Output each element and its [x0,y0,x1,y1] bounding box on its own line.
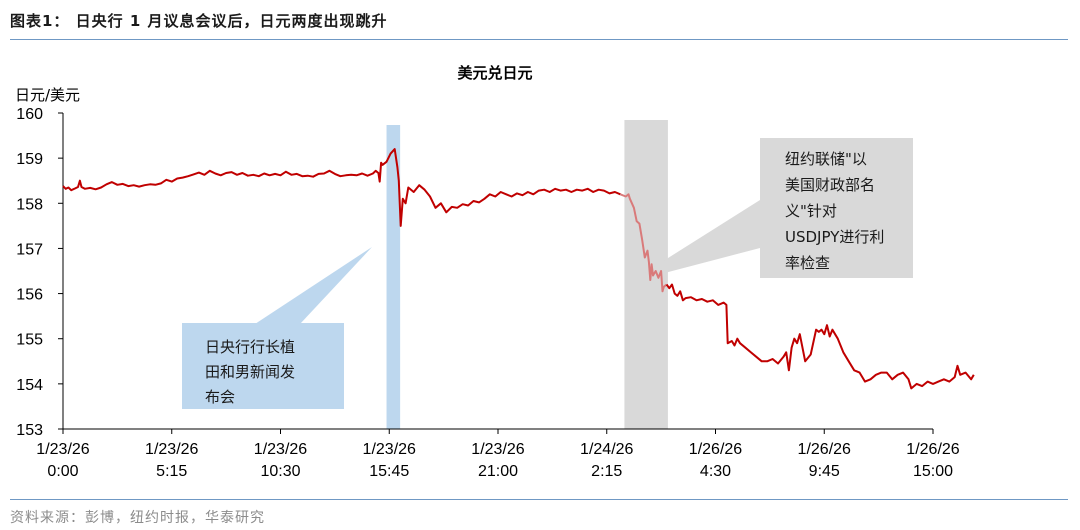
x-tick-date: 1/23/26 [363,441,416,458]
annotation-fed-line: 美国财政部名 [785,176,875,194]
x-tick-date: 1/26/26 [906,441,959,458]
y-tick-label: 154 [16,377,43,394]
callout-box-fed [760,138,913,278]
y-tick-label: 153 [16,422,43,439]
source-rule [10,499,1068,500]
x-tick-time: 4:30 [700,463,731,480]
x-tick-time: 2:15 [591,463,622,480]
title-rule [10,39,1068,40]
y-tick-label: 158 [16,196,43,213]
x-tick-date: 1/23/26 [36,441,89,458]
x-tick-time: 5:15 [156,463,187,480]
x-tick-date: 1/23/26 [254,441,307,458]
annotation-fed-line: 率检查 [785,254,830,272]
y-axis-label: 日元/美元 [15,86,80,104]
annotation-boj-line: 田和男新闻发 [205,363,295,381]
annotation-fed-line: 义"针对 [785,202,837,220]
x-tick-date: 1/26/26 [798,441,851,458]
usdjpy-series-line [619,193,668,293]
plot-area [62,148,975,390]
callout-pointer-fed [630,200,760,282]
annotation-fed-line: USDJPY进行利 [785,228,884,246]
x-tick-time: 21:00 [478,463,518,480]
x-tick-date: 1/26/26 [689,441,742,458]
y-tick-label: 159 [16,151,43,168]
y-tick-label: 156 [16,287,43,304]
annotation-boj-line: 布会 [205,388,235,406]
highlight-band-blue [386,125,401,429]
source-note: 资料来源：彭博，纽约时报，华泰研究 [10,510,265,526]
y-tick-label: 157 [16,241,43,258]
x-tick-date: 1/23/26 [471,441,524,458]
usdjpy-series-line [665,283,975,390]
callout-box-boj [182,323,344,409]
highlight-bands [386,120,668,429]
axes: 153 154 155 156 157 158 159 160 1/23/26 0:00 1/23/… [16,106,959,480]
usdjpy-series-line [62,148,621,227]
x-tick-time: 9:45 [809,463,840,480]
y-tick-label: 160 [16,106,43,123]
x-tick-time: 15:00 [913,463,953,480]
y-tick-label: 155 [16,332,43,349]
annotation-boj-line: 日央行行长植 [205,338,295,356]
callout-pointer-boj [255,247,372,324]
x-tick-time: 0:00 [47,463,78,480]
x-tick-time: 10:30 [260,463,300,480]
figure-title: 图表1： 日央行 1 月议息会议后，日元两度出现跳升 [10,12,388,30]
annotation-fed-line: 纽约联储"以 [785,150,867,168]
x-tick-date: 1/24/26 [580,441,633,458]
chart-title: 美元兑日元 [457,64,532,82]
x-tick-time: 15:45 [369,463,409,480]
x-tick-date: 1/23/26 [145,441,198,458]
